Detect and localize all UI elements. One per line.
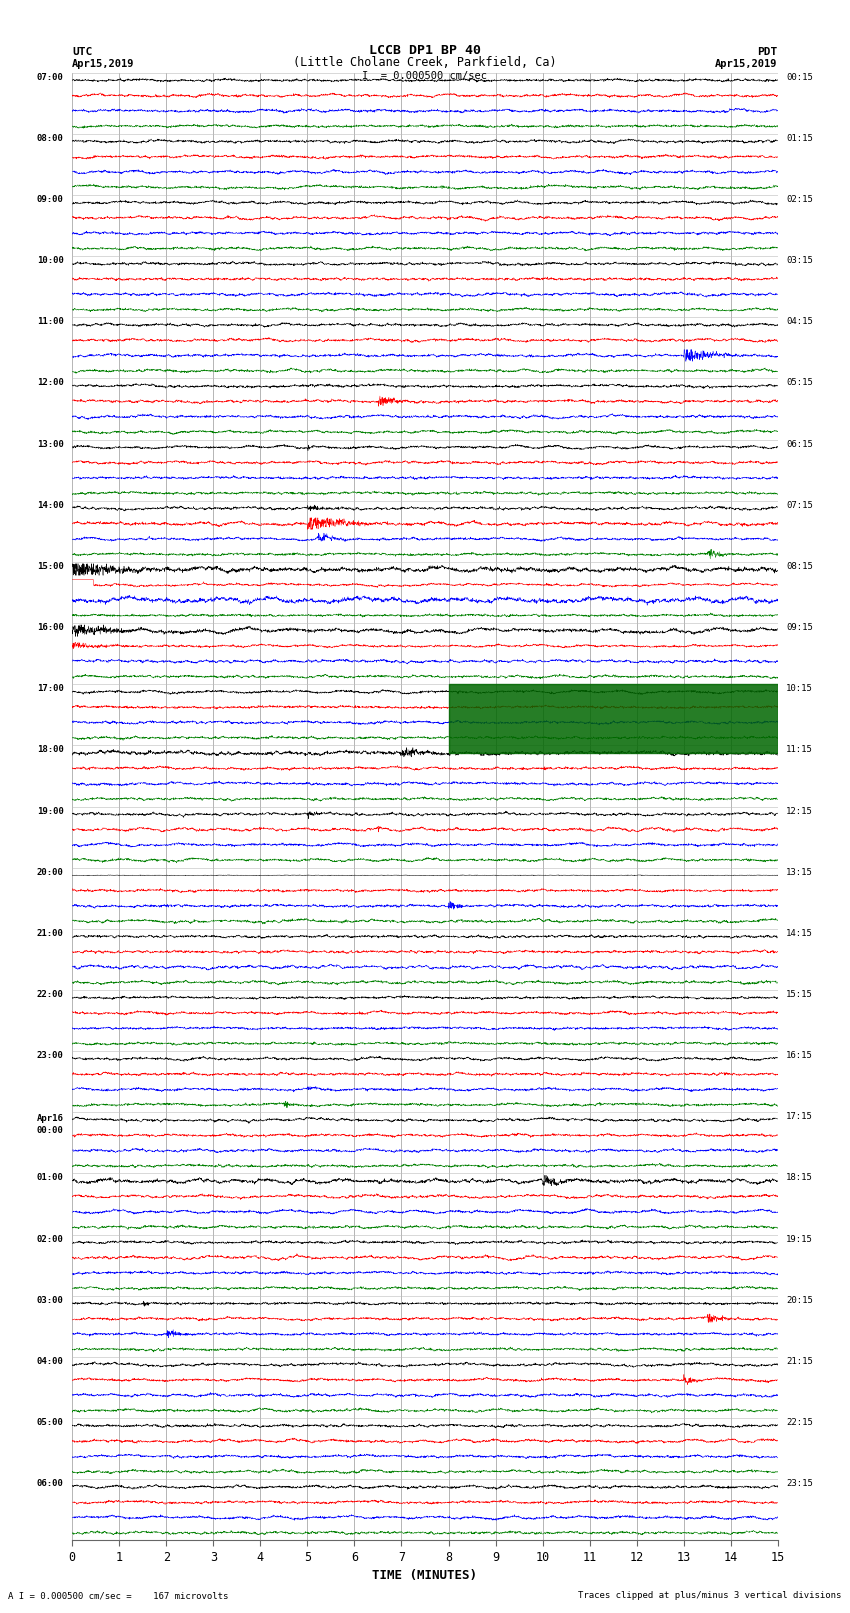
Text: 23:00: 23:00 <box>37 1052 64 1060</box>
Text: 08:15: 08:15 <box>786 561 813 571</box>
Text: UTC: UTC <box>72 47 93 58</box>
Text: 09:15: 09:15 <box>786 623 813 632</box>
Text: Apr15,2019: Apr15,2019 <box>715 60 778 69</box>
Text: 23:15: 23:15 <box>786 1479 813 1489</box>
Text: Traces clipped at plus/minus 3 vertical divisions: Traces clipped at plus/minus 3 vertical … <box>578 1590 842 1600</box>
Text: 01:00: 01:00 <box>37 1174 64 1182</box>
Text: A I = 0.000500 cm/sec =    167 microvolts: A I = 0.000500 cm/sec = 167 microvolts <box>8 1590 229 1600</box>
Text: 08:00: 08:00 <box>37 134 64 142</box>
Text: 03:00: 03:00 <box>37 1295 64 1305</box>
Text: 10:00: 10:00 <box>37 256 64 265</box>
Text: 14:15: 14:15 <box>786 929 813 937</box>
Text: 18:15: 18:15 <box>786 1174 813 1182</box>
Text: (Little Cholane Creek, Parkfield, Ca): (Little Cholane Creek, Parkfield, Ca) <box>293 56 557 69</box>
Text: 19:15: 19:15 <box>786 1234 813 1244</box>
Text: 14:00: 14:00 <box>37 500 64 510</box>
X-axis label: TIME (MINUTES): TIME (MINUTES) <box>372 1569 478 1582</box>
Text: 06:00: 06:00 <box>37 1479 64 1489</box>
Text: 10:15: 10:15 <box>786 684 813 694</box>
Text: 00:00: 00:00 <box>37 1126 64 1136</box>
Text: 19:00: 19:00 <box>37 806 64 816</box>
Text: 00:15: 00:15 <box>786 73 813 82</box>
Text: Apr16: Apr16 <box>37 1115 64 1123</box>
Text: 21:15: 21:15 <box>786 1357 813 1366</box>
Bar <box>449 684 778 753</box>
Text: 11:15: 11:15 <box>786 745 813 755</box>
Text: 02:00: 02:00 <box>37 1234 64 1244</box>
Text: 20:15: 20:15 <box>786 1295 813 1305</box>
Text: 05:00: 05:00 <box>37 1418 64 1428</box>
Text: 22:00: 22:00 <box>37 990 64 998</box>
Text: 01:15: 01:15 <box>786 134 813 142</box>
Text: 17:00: 17:00 <box>37 684 64 694</box>
Text: 09:00: 09:00 <box>37 195 64 203</box>
Text: 11:00: 11:00 <box>37 318 64 326</box>
Text: Apr15,2019: Apr15,2019 <box>72 60 135 69</box>
Text: 13:00: 13:00 <box>37 440 64 448</box>
Text: 05:15: 05:15 <box>786 379 813 387</box>
Text: 07:15: 07:15 <box>786 500 813 510</box>
Text: 06:15: 06:15 <box>786 440 813 448</box>
Text: 21:00: 21:00 <box>37 929 64 937</box>
Text: PDT: PDT <box>757 47 778 58</box>
Text: I  = 0.000500 cm/sec: I = 0.000500 cm/sec <box>362 71 488 81</box>
Text: 17:15: 17:15 <box>786 1113 813 1121</box>
Text: 07:00: 07:00 <box>37 73 64 82</box>
Text: 12:15: 12:15 <box>786 806 813 816</box>
Text: 16:15: 16:15 <box>786 1052 813 1060</box>
Text: 13:15: 13:15 <box>786 868 813 876</box>
Text: 18:00: 18:00 <box>37 745 64 755</box>
Text: 04:00: 04:00 <box>37 1357 64 1366</box>
Text: 20:00: 20:00 <box>37 868 64 876</box>
Text: 02:15: 02:15 <box>786 195 813 203</box>
Text: 12:00: 12:00 <box>37 379 64 387</box>
Text: 16:00: 16:00 <box>37 623 64 632</box>
Text: 04:15: 04:15 <box>786 318 813 326</box>
Text: LCCB DP1 BP 40: LCCB DP1 BP 40 <box>369 44 481 58</box>
Text: 22:15: 22:15 <box>786 1418 813 1428</box>
Text: 15:00: 15:00 <box>37 561 64 571</box>
Text: 15:15: 15:15 <box>786 990 813 998</box>
Text: 03:15: 03:15 <box>786 256 813 265</box>
